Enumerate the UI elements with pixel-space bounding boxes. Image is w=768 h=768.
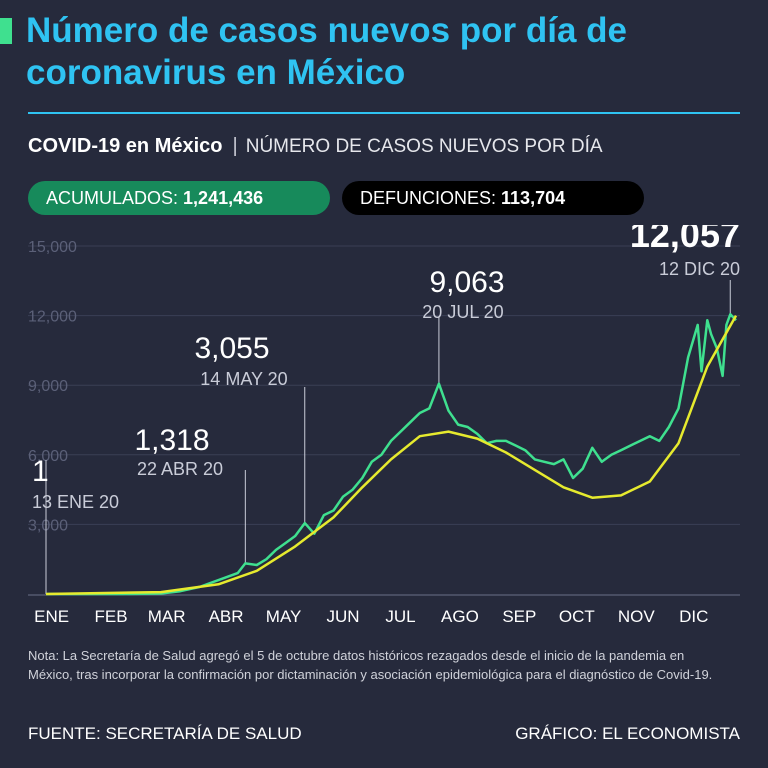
annotation-date: 14 MAY 20 — [200, 369, 287, 389]
annotation-date: 20 JUL 20 — [422, 302, 503, 322]
x-tick-label: AGO — [441, 607, 479, 626]
accent-bar — [0, 18, 12, 44]
x-tick-label: DIC — [679, 607, 708, 626]
cases-chart: 3,000 6,000 9,000 12,000 15,000 ENE FEB MAR ABR M… — [28, 225, 740, 626]
y-tick-label: 15,000 — [28, 239, 77, 256]
x-tick-label: OCT — [559, 607, 595, 626]
annotation-value: 12,057 — [630, 225, 740, 255]
chart-subtitle: COVID-19 en México | NÚMERO DE CASOS NUEVO… — [28, 134, 603, 159]
y-tick-label: 9,000 — [28, 378, 68, 395]
source-label: FUENTE: SECRETARÍA DE SALUD — [28, 724, 302, 743]
defunciones-badge: DEFUNCIONES: 113,704 — [342, 181, 644, 215]
subtitle-separator: | — [232, 135, 238, 157]
x-tick-label: MAR — [148, 607, 186, 626]
annotation-value: 9,063 — [429, 266, 504, 299]
credit-label: GRÁFICO: EL ECONOMISTA — [515, 724, 740, 743]
subtitle-bold: COVID-19 en México — [28, 135, 223, 157]
defunciones-label: DEFUNCIONES: — [360, 188, 497, 208]
annotation-date: 22 ABR 20 — [137, 459, 223, 479]
annotation-value: 1,318 — [134, 424, 209, 457]
annotation-date: 13 ENE 20 — [32, 492, 119, 512]
x-tick-label: MAY — [266, 607, 302, 626]
x-tick-label: JUL — [385, 607, 415, 626]
subtitle-description: NÚMERO DE CASOS NUEVOS POR DÍA — [245, 136, 603, 157]
x-tick-label: FEB — [95, 607, 128, 626]
trend-line — [45, 314, 738, 596]
footnote: Nota: La Secretaría de Salud agregó el 5… — [28, 648, 713, 682]
page-title: Número de casos nuevos por día de corona… — [26, 11, 627, 92]
x-tick-label: ABR — [209, 607, 244, 626]
x-tick-label: JUN — [326, 607, 359, 626]
title-divider — [28, 112, 740, 114]
y-tick-label: 6,000 — [28, 448, 68, 465]
daily-cases-line — [46, 313, 737, 596]
annotation-value: 1 — [32, 455, 49, 488]
x-tick-label: SEP — [502, 607, 536, 626]
acumulados-badge: ACUMULADOS: 1,241,436 — [28, 181, 330, 215]
annotation-date: 12 DIC 20 — [659, 259, 740, 279]
x-tick-label: NOV — [618, 607, 656, 626]
acumulados-label: ACUMULADOS: — [46, 188, 179, 208]
acumulados-value: 1,241,436 — [183, 188, 264, 208]
x-tick-label: ENE — [34, 607, 69, 626]
defunciones-value: 113,704 — [501, 188, 566, 208]
y-tick-label: 3,000 — [28, 517, 68, 534]
y-tick-label: 12,000 — [28, 309, 77, 326]
annotation-value: 3,055 — [194, 332, 269, 365]
